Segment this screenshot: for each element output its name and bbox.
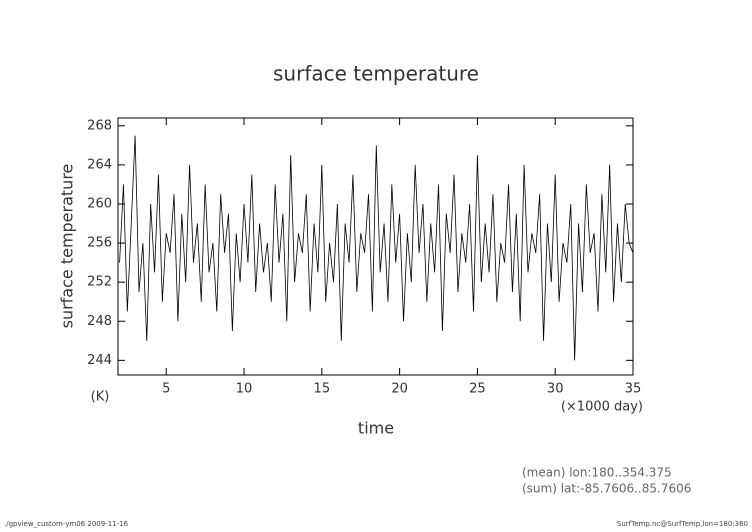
series-line (119, 135, 634, 361)
x-tick-label: 35 (625, 382, 642, 397)
y-tick-label: 260 (87, 196, 112, 211)
note: (sum) lat:-85.7606..85.7606 (522, 482, 691, 496)
plot-frame (117, 117, 634, 376)
x-tick-label: 25 (469, 382, 486, 397)
y-tick-label: 268 (87, 118, 112, 133)
x-unit: (×1000 day) (561, 400, 643, 415)
footer-left: ./gpview_custom-ym06 2009-11-16 (4, 520, 129, 528)
y-tick-label: 252 (87, 275, 112, 290)
note: (mean) lon:180..354.375 (522, 466, 672, 480)
y-tick-label: 264 (87, 157, 112, 172)
x-axis-label: time (358, 419, 394, 438)
x-tick-label: 10 (236, 382, 253, 397)
footer-right: SurfTemp.nc@SurfTemp,lon=180:360 (617, 520, 748, 528)
x-tick-label: 30 (547, 382, 564, 397)
chart-title: surface temperature (273, 62, 479, 86)
y-axis-label: surface temperature (58, 164, 77, 329)
x-tick-label: 15 (314, 382, 331, 397)
y-tick-label: 256 (87, 236, 112, 251)
y-tick-label: 244 (87, 353, 112, 368)
y-tick-label: 248 (87, 314, 112, 329)
x-tick-label: 5 (162, 382, 170, 397)
y-unit: (K) (91, 390, 110, 405)
x-tick-label: 20 (391, 382, 408, 397)
